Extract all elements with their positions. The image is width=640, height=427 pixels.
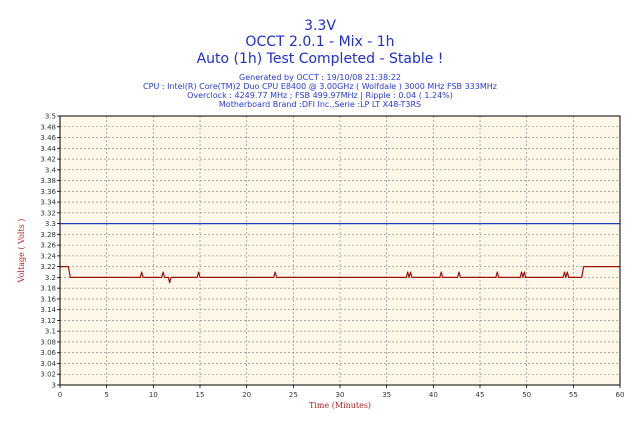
voltage-series-line	[60, 266, 620, 284]
x-axis: 0 5 10 15 20 25 30 35 40 45 50 55 60	[58, 385, 625, 399]
x-tick-label: 35	[382, 391, 391, 399]
y-tick-label: 3.32	[40, 209, 56, 217]
chart-subtitle: OCCT 2.0.1 - Mix - 1h	[245, 34, 395, 50]
x-tick-label: 10	[149, 391, 158, 399]
y-tick-label: 3.42	[40, 156, 56, 164]
y-tick-label: 3.24	[40, 252, 56, 260]
y-tick-label: 3.16	[40, 295, 56, 303]
generated-info: Generated by OCCT : 19/10/08 21:38:22	[239, 73, 401, 82]
x-tick-label: 15	[196, 391, 205, 399]
x-tick-label: 45	[476, 391, 485, 399]
y-tick-label: 3.04	[40, 360, 56, 368]
y-tick-label: 3.08	[40, 338, 56, 346]
cpu-info: CPU : Intel(R) Core(TM)2 Duo CPU E8400 @…	[143, 82, 497, 91]
x-tick-label: 0	[58, 391, 62, 399]
y-tick-label: 3.1	[45, 328, 56, 336]
y-tick-label: 3.46	[40, 134, 56, 142]
x-axis-label: Time (Minutes)	[309, 401, 371, 410]
series-layer	[60, 223, 620, 284]
x-tick-label: 30	[336, 391, 345, 399]
y-tick-label: 3.4	[45, 166, 57, 174]
motherboard-info: Motherboard Brand :DFI Inc.,Serie :LP LT…	[218, 100, 422, 109]
y-axis: 3 3.02 3.04 3.06 3.08 3.1 3.12 3.14 3.16 3.18 3.2 3…	[40, 113, 60, 390]
x-tick-label: 55	[569, 391, 578, 399]
y-axis-label: Voltage ( Volts )	[17, 219, 26, 284]
chart-title: 3.3V	[304, 18, 336, 34]
y-tick-label: 3	[52, 382, 56, 390]
y-tick-label: 3.36	[40, 188, 56, 196]
x-tick-label: 40	[429, 391, 438, 399]
y-tick-label: 3.5	[45, 113, 56, 121]
y-tick-label: 3.34	[40, 199, 56, 207]
y-tick-label: 3.18	[40, 285, 56, 293]
y-tick-label: 3.28	[40, 231, 56, 239]
y-tick-label: 3.26	[40, 242, 56, 250]
overclock-info: Overclock : 4249.77 MHz ; FSB 499.97MHz …	[187, 91, 453, 100]
x-tick-label: 25	[289, 391, 298, 399]
y-tick-label: 3.2	[45, 274, 56, 282]
x-tick-label: 5	[104, 391, 108, 399]
y-tick-label: 3.06	[40, 349, 56, 357]
y-tick-label: 3.02	[40, 371, 56, 379]
y-tick-label: 3.48	[40, 123, 56, 131]
y-tick-label: 3.38	[40, 177, 56, 185]
y-tick-label: 3.44	[40, 145, 56, 153]
y-tick-label: 3.14	[40, 306, 56, 314]
y-tick-label: 3.22	[40, 263, 56, 271]
y-tick-label: 3.12	[40, 317, 56, 325]
grid-lines	[60, 116, 620, 385]
x-tick-label: 50	[522, 391, 531, 399]
x-tick-label: 60	[616, 391, 625, 399]
y-tick-label: 3.3	[45, 220, 56, 228]
test-status: Auto (1h) Test Completed - Stable !	[196, 51, 444, 67]
x-tick-label: 20	[242, 391, 251, 399]
